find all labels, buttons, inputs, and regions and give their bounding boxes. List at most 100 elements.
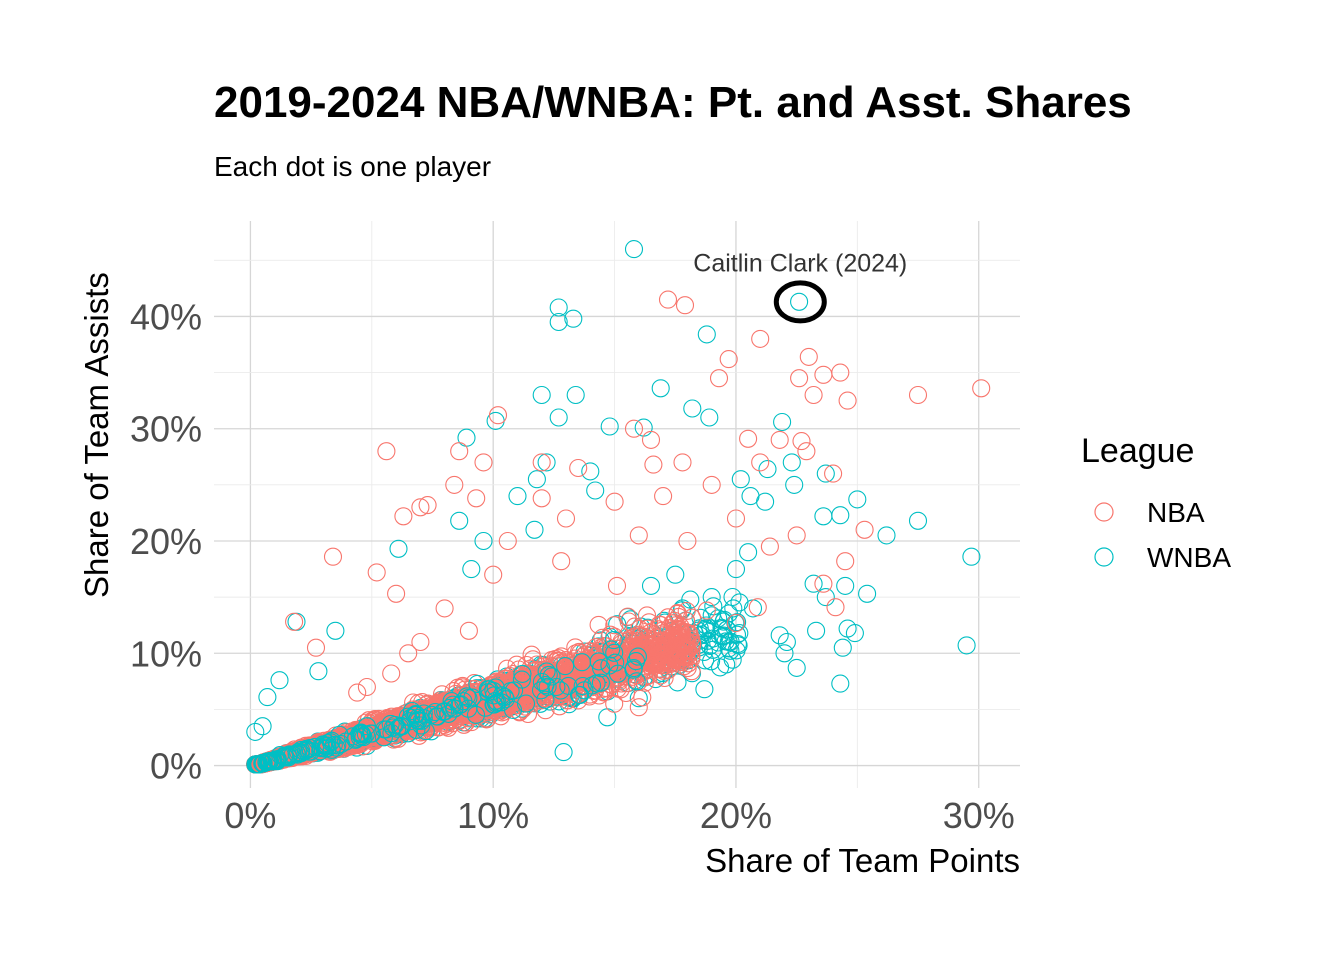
data-point [644,455,663,474]
data-point [600,417,619,436]
data-point [792,432,811,451]
data-point [836,552,855,571]
data-point [723,650,742,669]
data-point [787,526,806,545]
legend-label-wnba: WNBA [1147,542,1231,573]
data-point [589,615,608,634]
data-point [552,552,571,571]
data-point [957,636,976,655]
data-point [306,638,326,657]
data-point [442,692,461,711]
data-point [751,453,770,472]
data-point [641,576,661,595]
data-point [731,470,750,489]
data-point [831,506,850,525]
data-point [654,642,673,661]
y-tick-label: 10% [130,633,202,674]
data-point [484,565,503,584]
data-point [351,723,370,742]
y-tick-label: 40% [130,296,202,337]
data-point [627,672,646,691]
data-point [367,563,386,582]
data-point [671,623,690,642]
data-point [309,662,328,681]
data-point [394,507,413,526]
data-point [709,633,728,652]
data-point [773,412,792,432]
data-point [723,587,742,607]
data-point [513,664,532,683]
data-point [539,665,558,684]
data-point [697,325,716,344]
y-tick-label: 20% [130,521,202,562]
data-point [629,526,648,545]
data-point [612,674,631,693]
data-point [573,676,592,696]
axis-ticks: 0% 10% 20% 30% 0% 10% 20% 30% 40% [130,296,1015,836]
data-point [726,613,746,633]
data-point [604,631,623,650]
data-point [816,588,835,607]
data-point [462,560,481,579]
data-point [673,650,693,669]
legend-title: League [1081,432,1194,470]
data-point [556,657,575,676]
data-point [486,678,505,697]
data-point [285,612,304,631]
data-point [275,746,294,765]
data-point [624,240,644,259]
data-point [775,644,794,663]
data-point [322,731,341,750]
data-point [714,626,733,645]
data-point [826,598,845,617]
data-point [377,442,396,461]
data-point [678,531,697,551]
data-point [450,442,469,461]
data-point [412,716,431,735]
data-point [556,509,576,528]
y-tick-label: 0% [150,746,202,787]
data-point [639,613,659,632]
data-point [807,621,826,640]
data-point [908,511,928,530]
data-point [549,408,568,427]
data-point [777,632,796,652]
data-point [677,601,696,621]
data-point [569,458,588,478]
data-point [675,296,695,315]
data-point [593,628,612,647]
data-point [715,610,734,629]
data-point [357,677,376,697]
data-point [702,588,721,607]
data-point [601,625,620,644]
data-point [457,713,476,732]
data-point [730,593,749,612]
data-point [721,641,740,660]
data-point [527,655,546,674]
chart-subtitle: Each dot is one player [214,151,491,182]
data-point [532,453,551,472]
data-point [467,489,486,508]
data-point [848,490,867,509]
data-point [616,683,636,703]
data-point [478,680,497,699]
data-point [326,621,345,640]
data-point [418,496,437,515]
data-point [662,621,681,640]
data-point [751,329,770,348]
x-tick-label: 0% [224,795,276,836]
data-point [814,365,833,384]
data-point [498,531,517,551]
data-point [537,662,556,681]
legend-label-nba: NBA [1147,497,1205,528]
data-point [831,363,850,382]
data-point [855,520,874,539]
x-axis-title: Share of Team Points [705,842,1020,879]
data-point [603,675,622,694]
data-point [445,475,464,494]
data-point [605,643,624,662]
data-point [336,732,355,751]
data-point [641,430,661,449]
data-point [607,576,627,595]
data-point [675,648,694,667]
